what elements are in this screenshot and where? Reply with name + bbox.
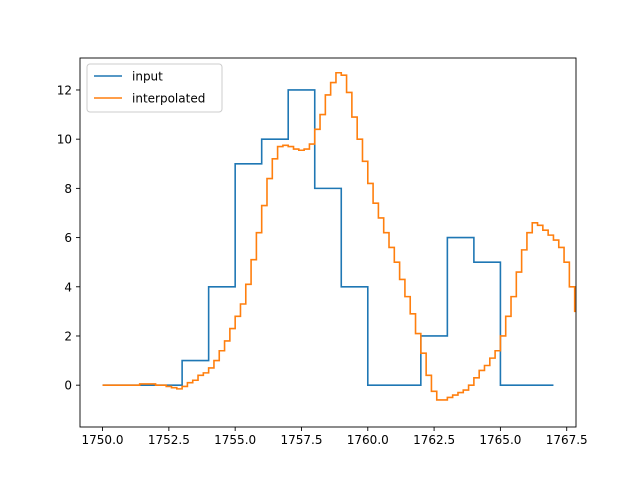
legend-label-interpolated: interpolated [132, 92, 205, 106]
x-tick-label: 1760.0 [347, 433, 389, 447]
series-line-input [102, 89, 554, 386]
axes-frame [79, 57, 577, 428]
y-tick-label: 10 [57, 133, 72, 147]
x-tick-label: 1752.5 [148, 433, 190, 447]
legend-label-input: input [132, 70, 163, 84]
series-layer [102, 71, 576, 401]
x-tick-label: 1755.0 [214, 433, 256, 447]
series-line-interpolated [102, 71, 576, 401]
y-tick-label: 2 [64, 329, 72, 343]
y-tick-label: 0 [64, 379, 72, 393]
x-tick-label: 1762.5 [413, 433, 455, 447]
y-tick-label: 6 [64, 231, 72, 245]
x-tick-label: 1765.0 [479, 433, 521, 447]
x-tick-label: 1750.0 [82, 433, 124, 447]
y-tick-label: 8 [64, 182, 72, 196]
x-tick-label: 1767.5 [546, 433, 588, 447]
y-tick-label: 4 [64, 280, 72, 294]
x-tick-label: 1757.5 [280, 433, 322, 447]
legend: input interpolated [86, 63, 223, 113]
y-tick-label: 12 [57, 83, 72, 97]
axes-layer: 1750.0 1752.5 1755.0 1757.5 1760.0 1762.5 1765… [57, 57, 588, 447]
